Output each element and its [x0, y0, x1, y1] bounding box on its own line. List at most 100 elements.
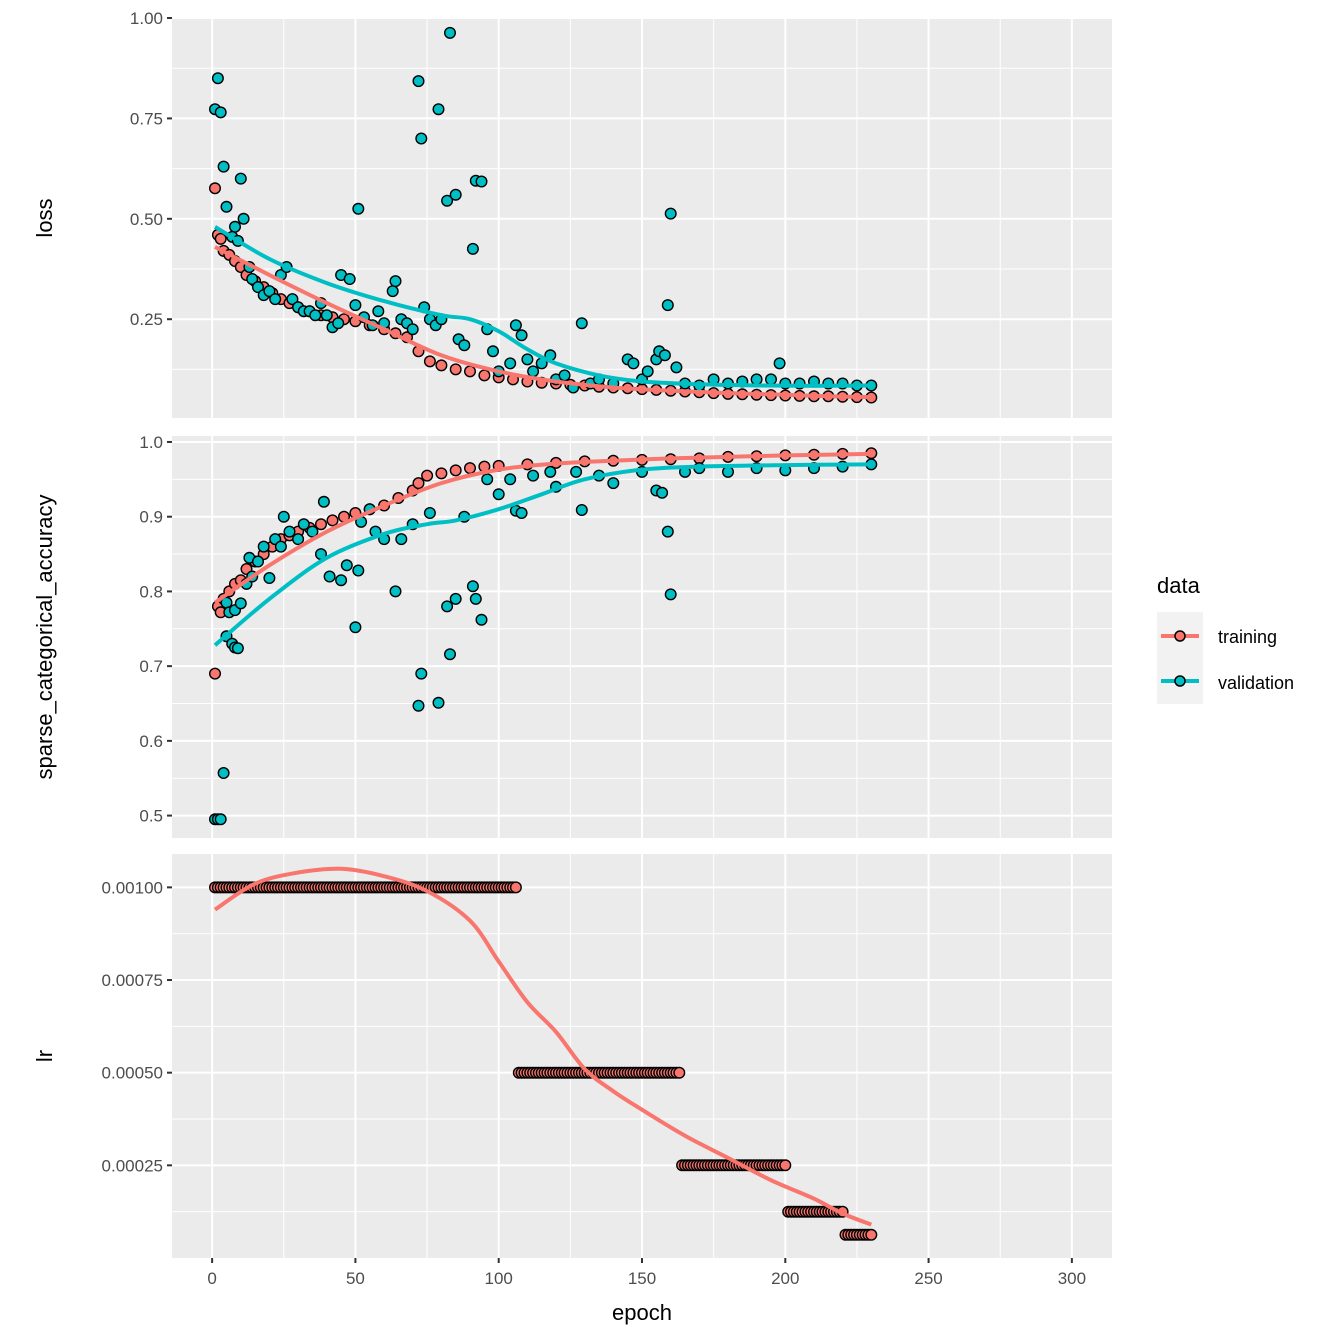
- data-point-validation: [234, 597, 247, 610]
- plot-area: [208, 26, 878, 404]
- data-point-validation: [292, 533, 305, 546]
- data-point-validation: [475, 613, 488, 626]
- data-point-validation: [449, 188, 462, 201]
- data-point-validation: [509, 319, 522, 332]
- data-point-validation: [423, 507, 436, 520]
- data-point-validation: [750, 373, 763, 386]
- data-point-training: [412, 477, 425, 490]
- data-point-validation: [286, 293, 299, 306]
- x-tick-label: 250: [914, 1269, 942, 1288]
- data-point-validation: [317, 495, 330, 508]
- data-point-validation: [309, 309, 322, 322]
- data-point-validation: [722, 465, 735, 478]
- series-training-points: [208, 881, 878, 1241]
- data-point-validation: [527, 469, 540, 482]
- y-tick-label: 1.00: [130, 9, 163, 28]
- legend-entry-training[interactable]: training: [1161, 627, 1277, 647]
- legend-key-background: [1157, 612, 1203, 704]
- panels: 0.25 0.50 0.75 1.00 loss 0.5 0.6 0.7 0.8 0.9 1.0 sp…: [32, 9, 1112, 1258]
- y-tick-label: 0.8: [139, 582, 163, 601]
- legend-key-validation-point: [1174, 675, 1186, 687]
- data-point-training: [214, 232, 227, 245]
- x-tick-label: 50: [346, 1269, 365, 1288]
- x-tick-label: 150: [628, 1269, 656, 1288]
- series-validation-points: [208, 458, 878, 826]
- x-tick-label: 200: [771, 1269, 799, 1288]
- y-tick-label: 0.75: [130, 109, 163, 128]
- data-point-validation: [570, 465, 583, 478]
- data-point-validation: [349, 299, 362, 312]
- data-point-validation: [449, 592, 462, 605]
- data-point-validation: [515, 329, 528, 342]
- data-point-training: [449, 464, 462, 477]
- data-point-validation: [352, 202, 365, 215]
- smooth-line-training: [213, 451, 872, 605]
- y-axis-title: lr: [32, 1050, 57, 1062]
- data-point-validation: [257, 540, 270, 553]
- smooth-line-training: [214, 245, 872, 400]
- data-point-validation: [234, 172, 247, 185]
- data-point-validation: [670, 361, 683, 374]
- data-point-validation: [504, 473, 517, 486]
- data-point-validation: [217, 767, 230, 780]
- data-point-validation: [441, 194, 454, 207]
- y-tick-label: 0.50: [130, 210, 163, 229]
- data-point-validation: [412, 75, 425, 88]
- data-point-validation: [664, 207, 677, 220]
- data-point-validation: [251, 555, 264, 568]
- data-point-validation: [664, 588, 677, 601]
- y-tick-label: 0.25: [130, 310, 163, 329]
- data-point-training: [315, 518, 328, 531]
- y-axis-title: sparse_categorical_accuracy: [32, 495, 57, 780]
- data-point-validation: [246, 273, 259, 286]
- legend-title: data: [1157, 573, 1201, 598]
- data-point-validation: [444, 26, 457, 39]
- data-point-validation: [661, 299, 674, 312]
- panel-loss: 0.25 0.50 0.75 1.00 loss: [32, 9, 1112, 418]
- data-point-validation: [627, 357, 640, 370]
- data-point-training: [421, 469, 434, 482]
- data-point-validation: [415, 667, 428, 680]
- y-tick-label: 0.00075: [102, 971, 163, 990]
- data-point-validation: [515, 507, 528, 520]
- panel-sparse-categorical-accuracy: 0.5 0.6 0.7 0.8 0.9 1.0 sparse_categorical_acc…: [32, 433, 1112, 838]
- data-point-validation: [320, 309, 333, 322]
- data-point-training: [208, 667, 221, 680]
- data-point-validation: [544, 465, 557, 478]
- smooth-line-validation: [213, 225, 872, 388]
- data-point-validation: [214, 106, 227, 119]
- data-point-validation: [332, 317, 345, 330]
- data-point-validation: [575, 504, 588, 517]
- data-point-training: [435, 467, 448, 480]
- data-point-validation: [661, 525, 674, 538]
- data-point-validation: [386, 285, 399, 298]
- data-point-validation: [412, 699, 425, 712]
- data-point-validation: [395, 533, 408, 546]
- legend-entry-validation[interactable]: validation: [1161, 673, 1294, 693]
- data-point-training: [779, 1159, 792, 1172]
- data-point-validation: [306, 525, 319, 538]
- data-point-validation: [340, 559, 353, 572]
- y-tick-label: 0.9: [139, 508, 163, 527]
- data-point-validation: [274, 540, 287, 553]
- data-point-validation: [441, 600, 454, 613]
- data-point-validation: [504, 357, 517, 370]
- data-point-validation: [469, 592, 482, 605]
- data-point-training: [435, 359, 448, 372]
- data-point-validation: [487, 345, 500, 358]
- data-point-training: [423, 355, 436, 368]
- data-point-training: [478, 369, 491, 382]
- data-point-validation: [217, 160, 230, 173]
- data-point-training: [865, 1228, 878, 1241]
- data-point-validation: [765, 373, 778, 386]
- data-point-validation: [641, 365, 654, 378]
- data-point-validation: [558, 369, 571, 382]
- data-point-validation: [343, 273, 356, 286]
- data-point-training: [326, 514, 339, 527]
- data-point-validation: [389, 275, 402, 288]
- data-point-validation: [415, 132, 428, 145]
- plot-area: [208, 447, 878, 826]
- legend-key-training-point: [1174, 630, 1186, 642]
- y-tick-label: 1.0: [139, 433, 163, 452]
- y-tick-label: 0.00100: [102, 878, 163, 897]
